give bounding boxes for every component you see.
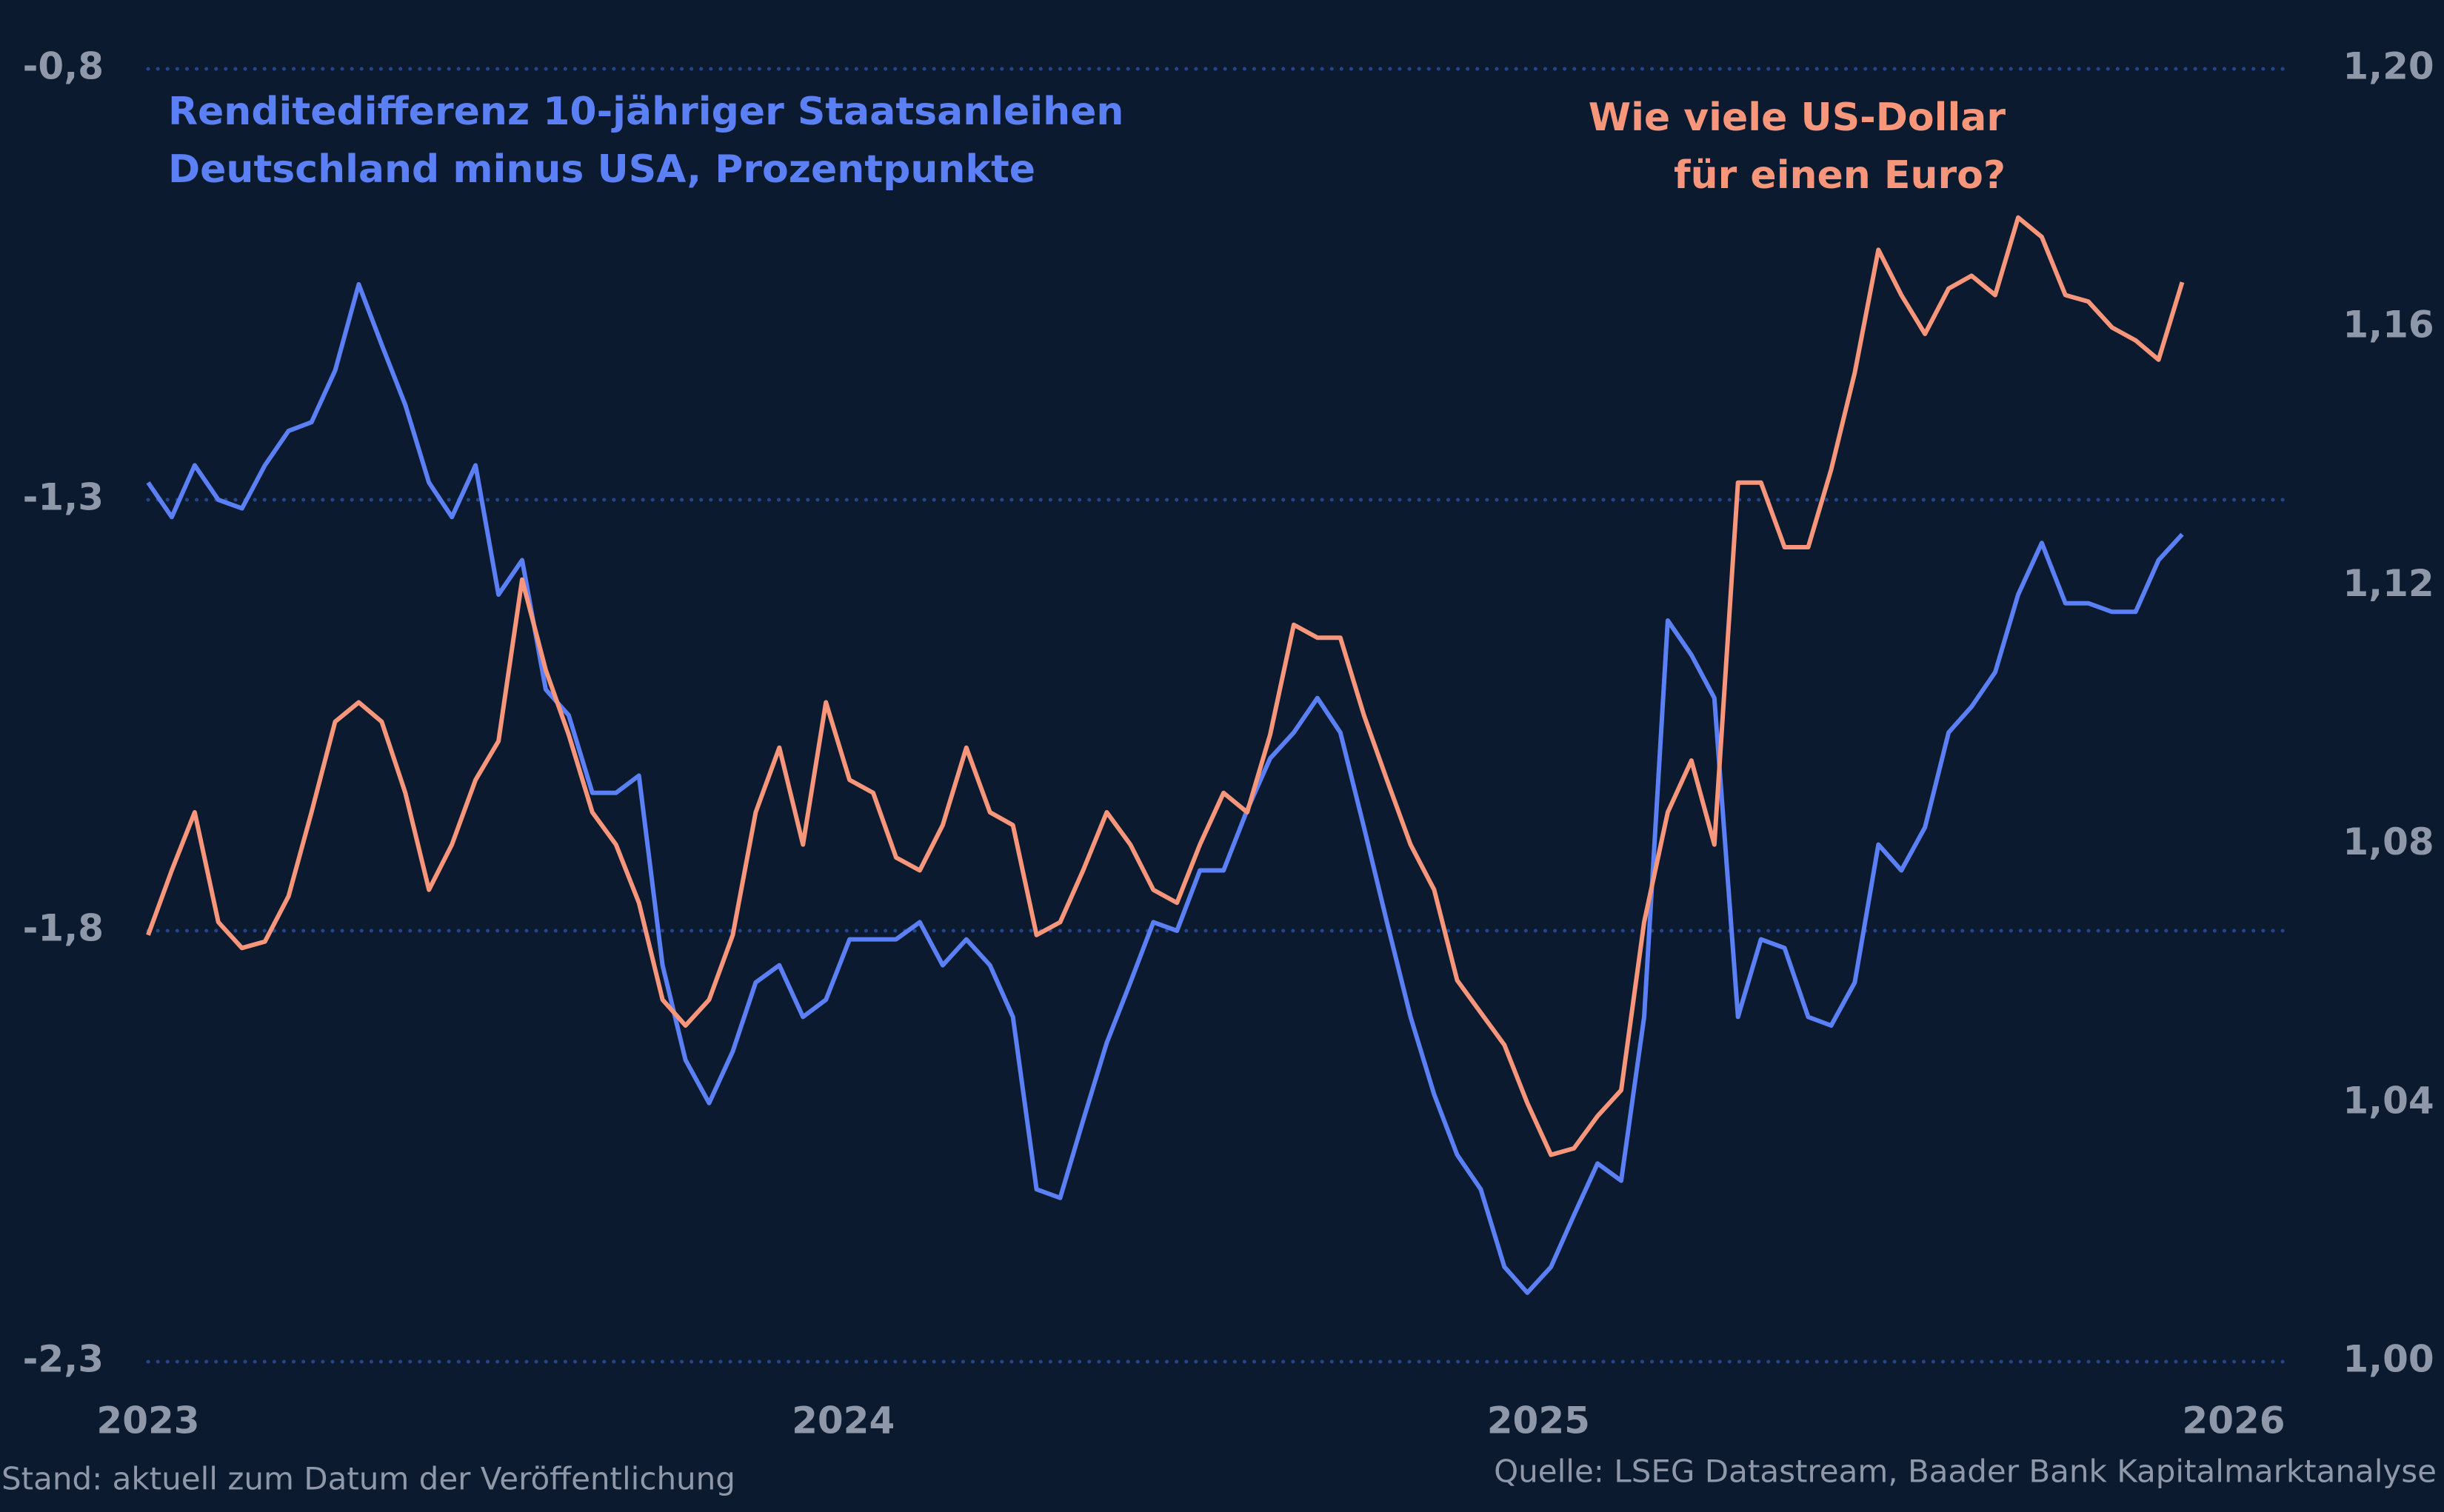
x-tick-label: 2026: [2182, 1399, 2285, 1442]
x-tick-label: 2024: [792, 1399, 895, 1442]
y2-tick-label: 1,20: [2343, 45, 2434, 88]
footnote-right: Quelle: LSEG Datastream, Baader Bank Kap…: [1494, 1454, 2437, 1490]
series-label: für einen Euro?: [1674, 153, 2006, 198]
y2-tick-label: 1,00: [2343, 1338, 2434, 1381]
series-line: [146, 215, 2185, 1157]
y2-tick-label: 1,12: [2343, 562, 2434, 605]
series-label: Deutschland minus USA, Prozentpunkte: [168, 147, 1035, 192]
footnote-left: Stand: aktuell zum Datum der Veröffentli…: [1, 1461, 735, 1497]
x-tick-label: 2025: [1487, 1399, 1590, 1442]
y-tick-label: -0,8: [23, 45, 104, 88]
x-tick-label: 2023: [96, 1399, 199, 1442]
series-label: Wie viele US-Dollar: [1589, 96, 2006, 140]
y2-tick-label: 1,16: [2343, 304, 2434, 347]
series-label: Renditedifferenz 10-jähriger Staatsanlei…: [168, 90, 1123, 134]
y-tick-label: -2,3: [23, 1338, 104, 1381]
series-line: [146, 282, 2184, 1295]
y-tick-label: -1,8: [23, 907, 104, 950]
y2-tick-label: 1,08: [2343, 820, 2434, 863]
y2-tick-label: 1,04: [2343, 1079, 2434, 1122]
y-tick-label: -1,3: [23, 476, 104, 519]
